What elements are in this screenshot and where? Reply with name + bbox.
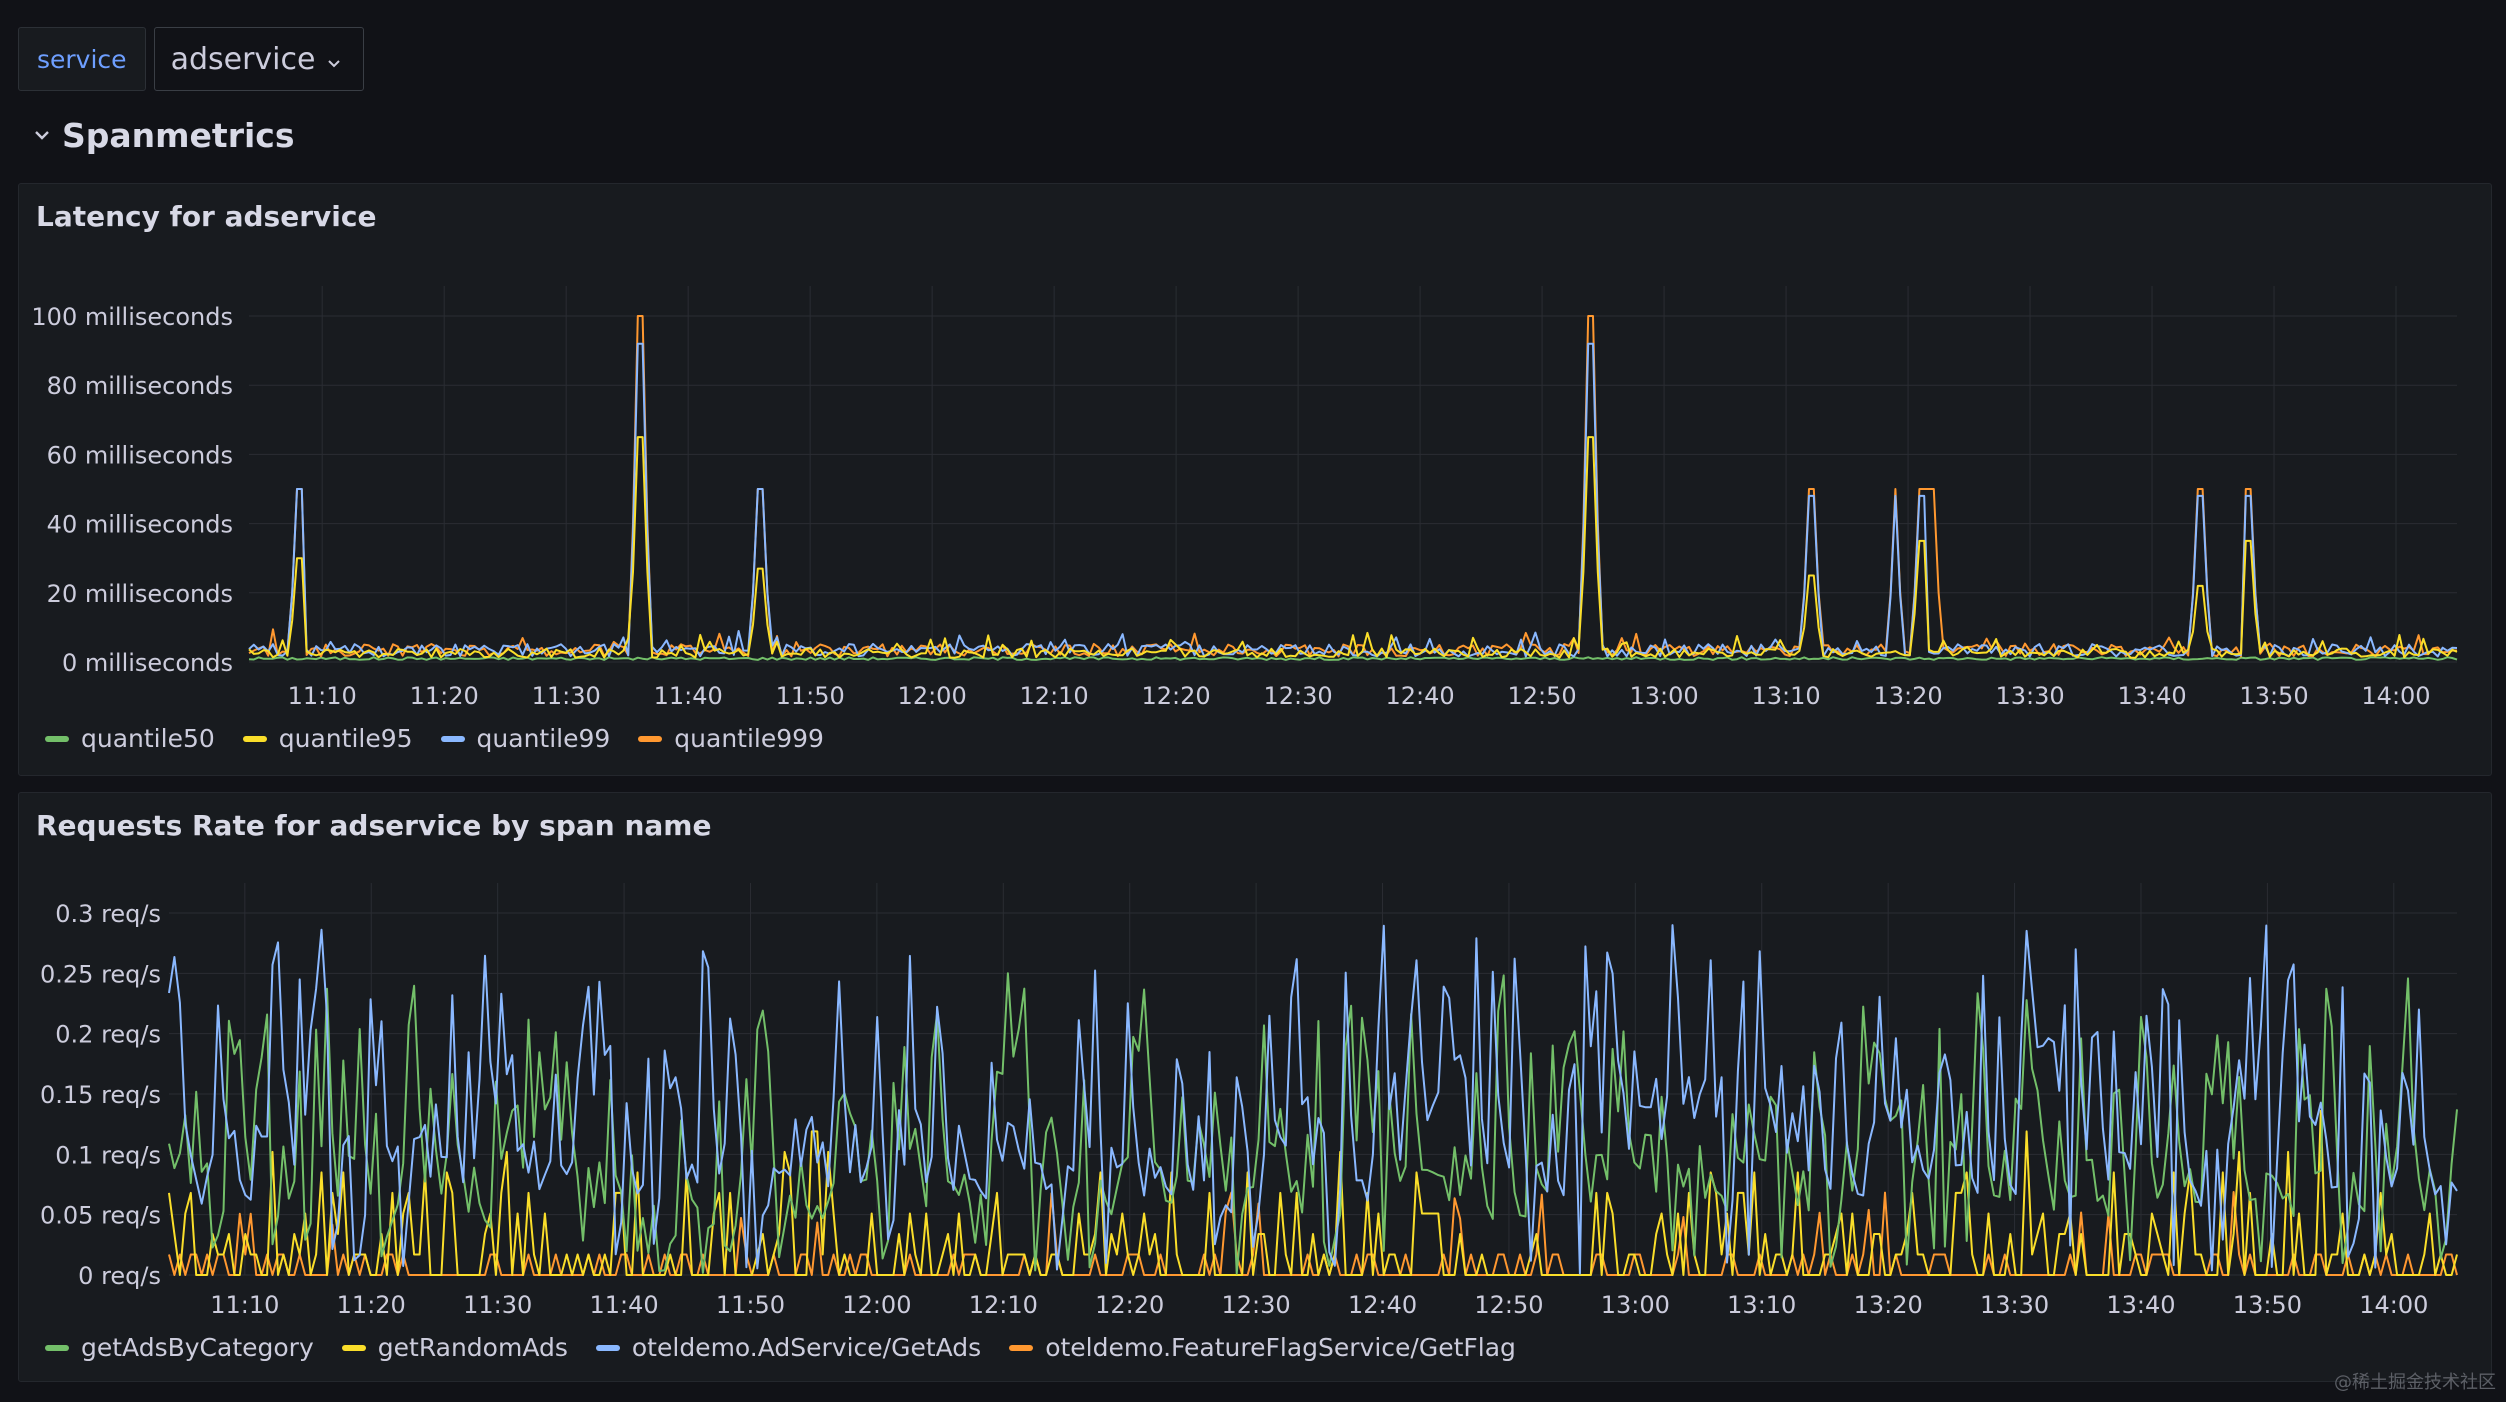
requests-rate-panel[interactable]: Requests Rate for adservice by span name… xyxy=(18,792,2492,1382)
y-tick-label: 20 milliseconds xyxy=(47,580,233,608)
row-header-spanmetrics[interactable]: Spanmetrics xyxy=(34,116,294,155)
latency-legend: quantile50 quantile95 quantile99 quantile99… xyxy=(45,724,824,753)
series-line-quantile99[interactable] xyxy=(248,342,2458,658)
legend-label: quantile999 xyxy=(674,724,824,753)
x-tick-label: 13:10 xyxy=(1727,1291,1796,1319)
watermark: @稀土掘金技术社区 xyxy=(2334,1372,2496,1393)
x-tick-label: 11:10 xyxy=(288,682,357,710)
x-tick-label: 13:40 xyxy=(2117,682,2186,710)
legend-item[interactable]: oteldemo.FeatureFlagService/GetFlag xyxy=(1009,1333,1516,1362)
y-tick-label: 0.2 req/s xyxy=(55,1021,161,1049)
x-tick-label: 14:00 xyxy=(2361,682,2430,710)
requests-rate-legend: getAdsByCategory getRandomAds oteldemo.AdS… xyxy=(45,1333,1516,1362)
x-tick-label: 12:20 xyxy=(1095,1291,1164,1319)
y-tick-label: 80 milliseconds xyxy=(47,372,233,400)
series-line-oteldemo.AdService/GetAds[interactable] xyxy=(168,924,2458,1275)
x-tick-label: 14:00 xyxy=(2359,1291,2428,1319)
legend-label: oteldemo.FeatureFlagService/GetFlag xyxy=(1045,1333,1516,1362)
x-tick-label: 13:20 xyxy=(1873,682,1942,710)
service-variable-value: adservice xyxy=(170,41,316,77)
legend-swatch xyxy=(1009,1344,1034,1351)
chevron-down-icon xyxy=(34,126,50,145)
legend-swatch xyxy=(440,735,465,742)
legend-label: getRandomAds xyxy=(377,1333,568,1362)
x-tick-label: 11:30 xyxy=(532,682,601,710)
y-tick-label: 60 milliseconds xyxy=(47,441,233,469)
series-line-quantile999[interactable] xyxy=(248,315,2458,658)
y-tick-label: 0.3 req/s xyxy=(55,900,161,928)
legend-swatch xyxy=(45,735,69,742)
legend-item[interactable]: quantile50 xyxy=(45,724,215,753)
x-tick-label: 13:30 xyxy=(1980,1291,2049,1319)
requests-rate-chart[interactable]: 0.3 req/s 0.25 req/s 0.2 req/s 0.15 req/s 0.… xyxy=(19,793,2491,1381)
legend-label: quantile95 xyxy=(278,724,413,753)
y-tick-label: 0.25 req/s xyxy=(40,960,161,988)
row-title: Spanmetrics xyxy=(62,116,295,155)
variable-label-service: service xyxy=(18,27,146,91)
x-tick-label: 12:50 xyxy=(1474,1291,1543,1319)
template-variables: service adservice xyxy=(18,27,365,91)
x-tick-label: 13:30 xyxy=(1995,682,2064,710)
x-tick-label: 11:50 xyxy=(716,1291,785,1319)
x-tick-label: 13:40 xyxy=(2106,1291,2175,1319)
y-tick-label: 100 milliseconds xyxy=(31,303,233,331)
x-tick-label: 13:00 xyxy=(1629,682,1698,710)
legend-swatch xyxy=(242,735,267,742)
x-tick-label: 13:20 xyxy=(1854,1291,1923,1319)
x-tick-label: 12:00 xyxy=(842,1291,911,1319)
y-tick-label: 0 req/s xyxy=(78,1262,161,1290)
y-tick-label: 40 milliseconds xyxy=(47,511,233,539)
legend-item[interactable]: quantile99 xyxy=(440,724,611,753)
x-tick-label: 11:10 xyxy=(210,1291,279,1319)
series-line-quantile50[interactable] xyxy=(248,656,2458,661)
x-tick-label: 12:00 xyxy=(898,682,967,710)
series-line-quantile95[interactable] xyxy=(248,436,2458,659)
legend-swatch xyxy=(45,1344,69,1351)
legend-swatch xyxy=(341,1344,366,1351)
series-line-getRandomAds[interactable] xyxy=(168,1109,2458,1276)
x-tick-label: 13:50 xyxy=(2239,682,2308,710)
x-tick-label: 11:30 xyxy=(463,1291,532,1319)
x-tick-label: 12:30 xyxy=(1222,1291,1291,1319)
x-tick-label: 11:50 xyxy=(776,682,845,710)
x-tick-label: 13:10 xyxy=(1751,682,1820,710)
latency-chart[interactable]: 100 milliseconds 80 milliseconds 60 millis… xyxy=(19,184,2491,775)
x-tick-label: 11:40 xyxy=(654,682,723,710)
legend-label: getAdsByCategory xyxy=(81,1333,314,1362)
legend-item[interactable]: oteldemo.AdService/GetAds xyxy=(595,1333,982,1362)
x-tick-label: 12:30 xyxy=(1264,682,1333,710)
y-tick-label: 0 milliseconds xyxy=(62,649,233,677)
x-tick-label: 12:40 xyxy=(1386,682,1455,710)
x-tick-label: 12:10 xyxy=(969,1291,1038,1319)
x-tick-label: 11:20 xyxy=(410,682,479,710)
y-tick-label: 0.15 req/s xyxy=(40,1081,161,1109)
x-tick-label: 12:40 xyxy=(1348,1291,1417,1319)
legend-swatch xyxy=(595,1344,620,1351)
panel-title: Requests Rate for adservice by span name xyxy=(36,809,712,842)
service-variable-dropdown[interactable]: adservice xyxy=(153,27,365,91)
latency-panel[interactable]: Latency for adservice 100 milliseconds 80… xyxy=(18,183,2492,776)
x-tick-label: 12:50 xyxy=(1507,682,1576,710)
legend-item[interactable]: quantile999 xyxy=(638,724,824,753)
legend-label: oteldemo.AdService/GetAds xyxy=(631,1333,982,1362)
x-tick-label: 12:10 xyxy=(1020,682,1089,710)
legend-item[interactable]: getRandomAds xyxy=(341,1333,568,1362)
y-tick-label: 0.05 req/s xyxy=(40,1202,161,1230)
chevron-down-icon xyxy=(327,42,341,77)
legend-item[interactable]: getAdsByCategory xyxy=(45,1333,314,1362)
series-line-getAdsByCategory[interactable] xyxy=(168,972,2458,1275)
x-tick-label: 13:00 xyxy=(1601,1291,1670,1319)
x-tick-label: 12:20 xyxy=(1142,682,1211,710)
y-tick-label: 0.1 req/s xyxy=(55,1141,161,1169)
legend-label: quantile50 xyxy=(81,724,215,753)
panel-title: Latency for adservice xyxy=(36,200,377,233)
legend-swatch xyxy=(638,735,663,742)
x-tick-label: 11:20 xyxy=(337,1291,406,1319)
legend-item[interactable]: quantile95 xyxy=(242,724,413,753)
legend-label: quantile99 xyxy=(476,724,611,753)
x-tick-label: 11:40 xyxy=(589,1291,658,1319)
x-tick-label: 13:50 xyxy=(2233,1291,2302,1319)
